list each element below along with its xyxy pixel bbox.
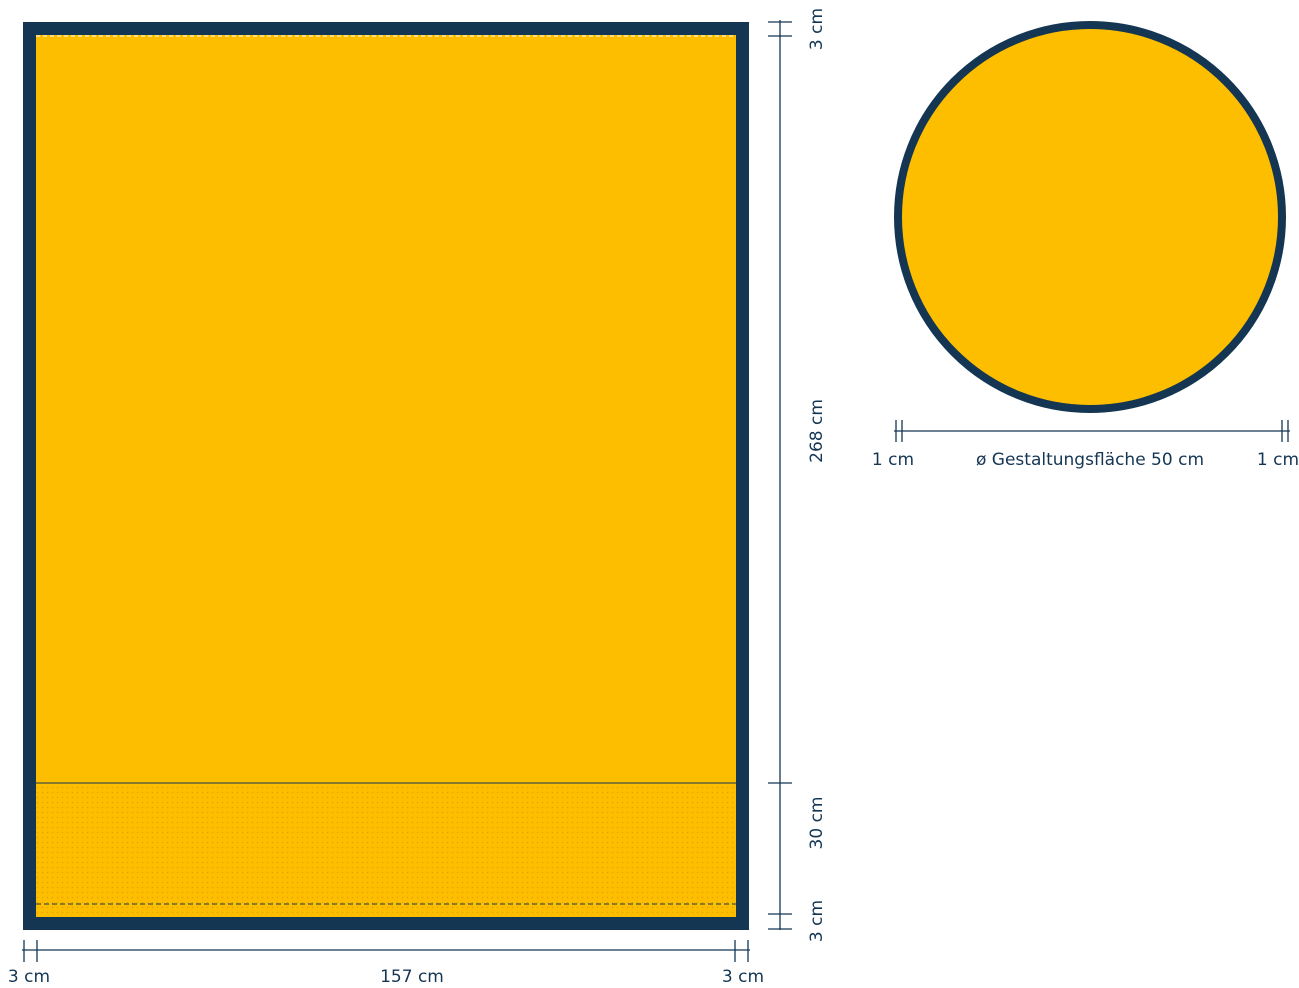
height-label: 268 cm (807, 399, 827, 463)
banner-horizontal-dimension (22, 940, 750, 962)
circle-right-margin-label: 1 cm (1257, 450, 1299, 470)
right-margin-label: 3 cm (722, 967, 764, 987)
circle-design-area (894, 21, 1286, 413)
banner-bottom-zone (36, 783, 736, 917)
circle-left-margin-label: 1 cm (872, 450, 914, 470)
left-margin-label: 3 cm (8, 967, 50, 987)
circle-panel (894, 21, 1286, 413)
banner-design-area (36, 35, 736, 917)
circle-diameter-label: ø Gestaltungsfläche 50 cm (976, 450, 1204, 470)
banner-vertical-dimension (768, 20, 792, 930)
bottom-zone-label: 30 cm (807, 797, 827, 850)
width-label: 157 cm (380, 967, 444, 987)
circle-horizontal-dimension (894, 420, 1290, 442)
banner-panel (23, 22, 749, 930)
bottom-margin-label: 3 cm (807, 900, 827, 942)
top-margin-label: 3 cm (807, 8, 827, 50)
